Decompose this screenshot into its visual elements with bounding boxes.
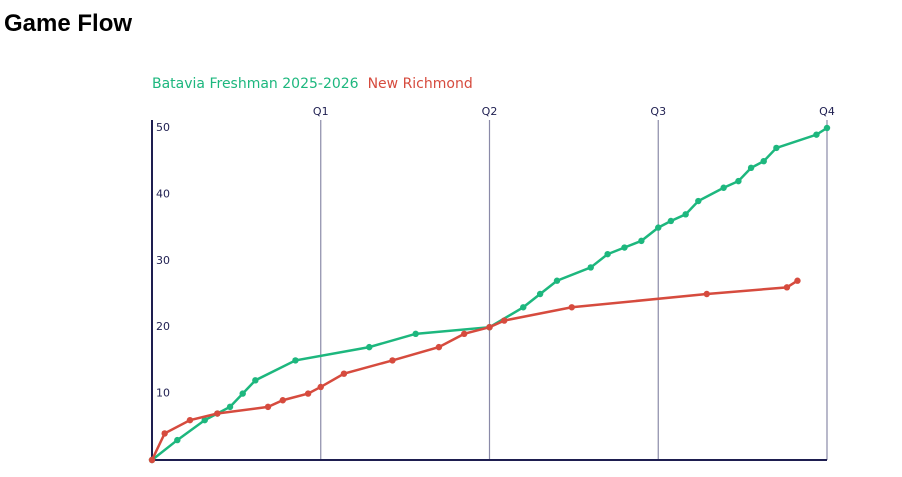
- data-point: [621, 244, 628, 251]
- data-point: [279, 397, 286, 404]
- legend-entry: New Richmond: [368, 76, 473, 92]
- data-point: [720, 184, 727, 191]
- data-point: [655, 224, 662, 231]
- data-point: [735, 177, 742, 185]
- data-point: [340, 370, 348, 377]
- x-tick-label: Q1: [313, 105, 329, 118]
- data-point: [520, 304, 527, 311]
- data-point: [773, 144, 780, 152]
- series-line: [150, 279, 799, 461]
- data-point: [638, 237, 645, 245]
- data-point: [292, 357, 299, 364]
- data-point: [486, 324, 493, 331]
- data-point: [695, 197, 702, 205]
- data-point: [412, 330, 419, 338]
- x-tick-label: Q4: [819, 105, 835, 118]
- data-point: [794, 277, 801, 284]
- data-point: [239, 390, 246, 397]
- data-point: [823, 124, 831, 132]
- data-point: [186, 416, 194, 424]
- data-point: [317, 383, 324, 391]
- data-point: [389, 357, 396, 364]
- data-point: [264, 403, 272, 411]
- data-point: [568, 304, 575, 311]
- data-point: [604, 250, 611, 258]
- data-point: [667, 217, 675, 225]
- data-point: [304, 390, 312, 397]
- data-point: [252, 377, 259, 384]
- x-tick-label: Q3: [650, 105, 666, 118]
- x-tick-label: Q2: [482, 105, 498, 118]
- data-point: [553, 277, 561, 284]
- data-point: [760, 158, 767, 165]
- legend-entry: Batavia Freshman 2025-2026: [152, 76, 359, 92]
- data-point: [813, 131, 820, 138]
- data-point: [536, 290, 544, 298]
- data-point: [148, 456, 156, 464]
- data-point: [682, 211, 689, 218]
- data-point: [501, 317, 508, 324]
- data-point: [460, 330, 468, 338]
- data-point: [226, 403, 234, 411]
- data-point: [161, 430, 168, 437]
- page-title: Game Flow: [4, 10, 133, 37]
- y-tick-label: 30: [156, 254, 170, 267]
- y-tick-label: 50: [156, 121, 170, 134]
- data-point: [366, 343, 373, 351]
- data-point: [201, 416, 208, 424]
- data-point: [747, 164, 755, 172]
- data-point: [783, 284, 791, 291]
- y-tick-label: 10: [156, 387, 170, 400]
- data-point: [174, 436, 181, 444]
- y-tick-label: 40: [156, 187, 170, 200]
- data-point: [435, 343, 443, 351]
- data-point: [587, 264, 594, 271]
- data-point: [214, 410, 221, 417]
- y-tick-label: 20: [156, 320, 170, 333]
- data-point: [703, 290, 710, 298]
